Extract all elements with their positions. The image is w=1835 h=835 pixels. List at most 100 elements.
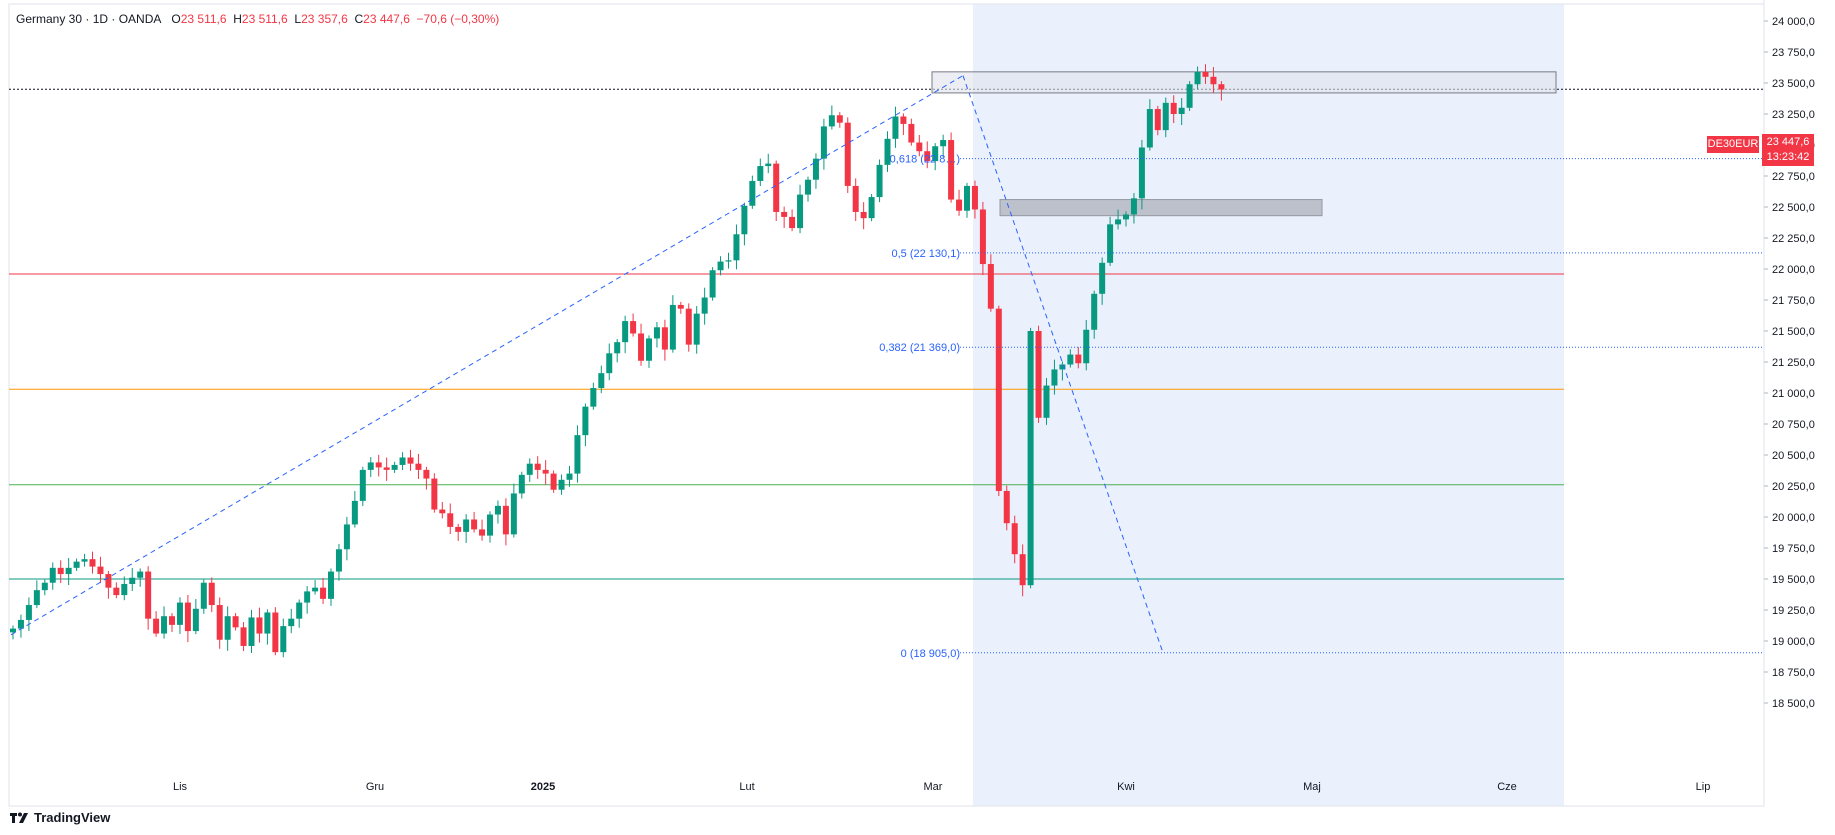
candle-body xyxy=(725,260,732,262)
candle-body xyxy=(1003,490,1010,524)
price-axis-label: 18 750,0 xyxy=(1772,667,1815,679)
candle-body xyxy=(1035,331,1042,418)
candle xyxy=(1202,64,1209,84)
candle xyxy=(932,143,939,171)
candle xyxy=(574,425,581,483)
candle xyxy=(359,466,366,506)
candle-body xyxy=(566,473,573,480)
candle-body xyxy=(208,582,215,606)
candle-body xyxy=(733,234,740,261)
candle-body xyxy=(351,500,358,525)
candle xyxy=(1107,216,1114,266)
candle xyxy=(328,568,334,606)
candle-body xyxy=(312,587,319,592)
candle xyxy=(661,319,668,361)
symbol-info[interactable]: Germany 30 · 1D · OANDA xyxy=(16,12,162,26)
candle xyxy=(399,452,406,471)
candle-body xyxy=(948,140,955,200)
candle-body xyxy=(1218,84,1225,90)
time-axis-label: Mar xyxy=(924,781,943,793)
candle-body xyxy=(971,185,978,210)
candle-body xyxy=(868,197,875,219)
time-axis-label: Lis xyxy=(173,781,188,793)
candle xyxy=(1099,257,1106,305)
open-label: O xyxy=(171,12,181,26)
candle xyxy=(606,343,613,381)
candle xyxy=(1218,81,1225,101)
brand-name: TradingView xyxy=(34,810,111,825)
candle xyxy=(908,118,915,146)
candle xyxy=(900,113,907,135)
candle-body xyxy=(137,571,144,578)
candle-body xyxy=(828,115,835,127)
candle xyxy=(200,579,207,614)
candle xyxy=(979,201,986,276)
candle xyxy=(773,160,780,222)
candle xyxy=(797,184,804,234)
candle xyxy=(677,301,684,314)
candle xyxy=(892,106,899,148)
candle xyxy=(1075,346,1082,369)
candle-body xyxy=(701,297,708,314)
candle-body xyxy=(510,493,517,535)
candle-body xyxy=(1138,147,1145,199)
candle-body xyxy=(240,627,247,646)
candle-body xyxy=(41,582,48,591)
candle-body xyxy=(1027,331,1034,586)
candle-body xyxy=(439,509,446,514)
candle-body xyxy=(820,126,827,159)
candle xyxy=(240,622,247,652)
candle-body xyxy=(590,388,597,407)
candle-body xyxy=(1091,293,1098,330)
fib-level-label: 0 (18 905,0) xyxy=(901,648,960,660)
tradingview-logo[interactable]: TradingView xyxy=(10,810,110,825)
price-axis-label: 23 750,0 xyxy=(1772,47,1815,59)
candle xyxy=(296,599,303,628)
candle-body xyxy=(995,308,1002,491)
candle-body xyxy=(884,138,891,165)
candle xyxy=(940,134,947,158)
candle xyxy=(614,339,621,363)
candle xyxy=(455,523,462,541)
candle xyxy=(987,254,994,312)
candle-body xyxy=(487,514,493,536)
candle-body xyxy=(1011,523,1018,555)
candle-body xyxy=(892,116,899,139)
candle xyxy=(828,105,835,130)
candle xyxy=(137,568,144,587)
candle xyxy=(280,618,287,658)
candle xyxy=(638,323,645,366)
candle xyxy=(733,224,740,270)
candle-body xyxy=(1075,354,1082,364)
candle xyxy=(884,131,891,172)
candle xyxy=(57,560,64,584)
price-axis-label: 21 750,0 xyxy=(1772,295,1815,307)
candle-body xyxy=(677,304,684,309)
candle xyxy=(964,182,970,218)
candle xyxy=(812,153,819,189)
candle xyxy=(860,202,867,230)
candle-body xyxy=(73,561,80,568)
candle xyxy=(494,500,501,524)
candle xyxy=(916,134,923,157)
candle xyxy=(582,403,589,447)
candle xyxy=(320,577,327,604)
candle xyxy=(288,608,295,634)
candle-body xyxy=(57,567,64,575)
candle xyxy=(526,458,533,482)
candle-body xyxy=(836,115,843,123)
candle-body xyxy=(407,457,414,464)
candle-body xyxy=(844,122,851,186)
candle-body xyxy=(33,590,40,606)
candle xyxy=(1130,192,1137,224)
candle-body xyxy=(653,327,660,339)
candle xyxy=(781,206,788,228)
candle-body xyxy=(383,467,390,470)
price-axis-label: 22 000,0 xyxy=(1772,264,1815,276)
candle xyxy=(415,453,422,479)
candle-body xyxy=(169,616,175,625)
time-axis-label: 2025 xyxy=(531,781,555,793)
candle xyxy=(820,118,827,170)
time-axis-label: Cze xyxy=(1497,781,1517,793)
